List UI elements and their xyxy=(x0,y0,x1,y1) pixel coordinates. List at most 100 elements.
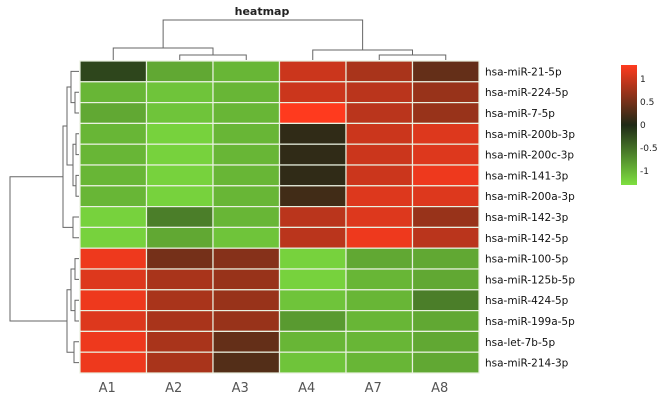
heatmap-cell xyxy=(278,60,347,83)
heatmap-cell xyxy=(345,268,414,291)
dendrogram-branch xyxy=(179,54,247,60)
chart-title: heatmap xyxy=(235,5,290,18)
heatmap-cell xyxy=(79,226,148,249)
row-label: hsa-miR-214-3p xyxy=(485,358,569,370)
row-label: hsa-miR-424-5p xyxy=(485,295,569,307)
heatmap-cell xyxy=(278,351,347,374)
heatmap-cell xyxy=(411,289,480,312)
heatmap-cell xyxy=(345,143,414,166)
dendrogram-branch xyxy=(75,174,79,197)
heatmap-cells xyxy=(79,60,480,374)
heatmap-cell xyxy=(79,122,148,145)
heatmap-cell xyxy=(278,122,347,145)
row-label: hsa-miR-7-5p xyxy=(485,108,555,120)
dendrogram-branch xyxy=(73,341,79,364)
heatmap-cell xyxy=(411,351,480,374)
heatmap-cell xyxy=(212,247,281,270)
heatmap-cell xyxy=(278,101,347,124)
heatmap-cell xyxy=(345,226,414,249)
row-label: hsa-miR-125b-5p xyxy=(485,274,575,286)
heatmap-cell xyxy=(278,226,347,249)
heatmap-cell xyxy=(278,268,347,291)
dendrogram-branch xyxy=(162,19,364,50)
heatmap-cell xyxy=(345,310,414,333)
heatmap-cell xyxy=(411,81,480,104)
heatmap-cell xyxy=(212,81,281,104)
heatmap-cell xyxy=(212,185,281,208)
heatmap-cell xyxy=(345,351,414,374)
heatmap-cell xyxy=(345,289,414,312)
heatmap-cell xyxy=(145,226,214,249)
heatmap-cell xyxy=(79,268,148,291)
row-label: hsa-miR-224-5p xyxy=(485,87,569,99)
row-label: hsa-miR-142-3p xyxy=(485,212,569,224)
heatmap-cell xyxy=(411,60,480,83)
dendrogram-branch xyxy=(72,216,79,239)
column-dendrogram xyxy=(112,19,447,60)
heatmap-cell xyxy=(212,60,281,83)
heatmap-cell xyxy=(278,289,347,312)
heatmap-cell xyxy=(411,310,480,333)
heatmap-cell xyxy=(79,351,148,374)
column-label: A7 xyxy=(365,381,382,396)
column-label: A2 xyxy=(165,381,182,396)
heatmap-cell xyxy=(145,247,214,270)
dendrogram-branch xyxy=(66,86,73,166)
legend-tick-label: 0.5 xyxy=(640,98,654,108)
heatmap-cell xyxy=(79,310,148,333)
dendrogram-branch xyxy=(74,258,79,280)
legend-tick-label: 0 xyxy=(640,121,646,131)
heatmap-cell xyxy=(212,143,281,166)
heatmap-cell xyxy=(145,164,214,187)
row-label: hsa-miR-199a-5p xyxy=(485,316,575,328)
heatmap-cell xyxy=(145,310,214,333)
heatmap-cell xyxy=(345,185,414,208)
heatmap-cell xyxy=(79,60,148,83)
heatmap-cell xyxy=(212,330,281,353)
heatmap-cell xyxy=(278,310,347,333)
heatmap-cell xyxy=(411,101,480,124)
heatmap-cell xyxy=(345,164,414,187)
heatmap-cell xyxy=(212,101,281,124)
heatmap-cell xyxy=(278,164,347,187)
heatmap-cell xyxy=(278,206,347,229)
dendrogram-branch xyxy=(74,91,79,114)
row-label: hsa-miR-200a-3p xyxy=(485,191,575,203)
heatmap-cell xyxy=(145,101,214,124)
heatmap-cell xyxy=(212,310,281,333)
color-legend-bar xyxy=(621,65,637,185)
heatmap-cell xyxy=(278,81,347,104)
dendrogram-branch xyxy=(9,176,67,322)
heatmap-cell xyxy=(145,351,214,374)
row-label: hsa-miR-200b-3p xyxy=(485,129,575,141)
heatmap-cell xyxy=(411,143,480,166)
heatmap-cell xyxy=(79,289,148,312)
column-label: A8 xyxy=(431,381,448,396)
dendrogram-branch xyxy=(70,268,75,312)
row-label: hsa-miR-21-5p xyxy=(485,66,562,78)
column-labels: A1 A2 A3 A4 A7 A8 xyxy=(99,381,449,396)
dendrogram-branch xyxy=(75,133,79,156)
heatmap-cell xyxy=(212,206,281,229)
heatmap-cell xyxy=(411,330,480,353)
heatmap-cell xyxy=(79,330,148,353)
heatmap-cell xyxy=(411,247,480,270)
heatmap-cell xyxy=(212,268,281,291)
heatmap-cell xyxy=(145,330,214,353)
heatmap-cell xyxy=(145,268,214,291)
heatmap-cell xyxy=(411,268,480,291)
column-label: A4 xyxy=(298,381,315,396)
heatmap-cell xyxy=(345,60,414,83)
heatmap-cell xyxy=(212,164,281,187)
row-label: hsa-let-7b-5p xyxy=(485,337,555,349)
heatmap-cell xyxy=(411,122,480,145)
dendrogram-branch xyxy=(74,299,79,322)
heatmap-cell xyxy=(345,122,414,145)
color-legend: 1 0.5 0 -0.5 -1 xyxy=(621,65,658,185)
row-labels: hsa-miR-21-5p hsa-miR-224-5p hsa-miR-7-5p h… xyxy=(485,66,575,369)
heatmap-cell xyxy=(212,289,281,312)
heatmap-cell xyxy=(345,206,414,229)
heatmap-cell xyxy=(212,226,281,249)
heatmap-cell xyxy=(278,185,347,208)
